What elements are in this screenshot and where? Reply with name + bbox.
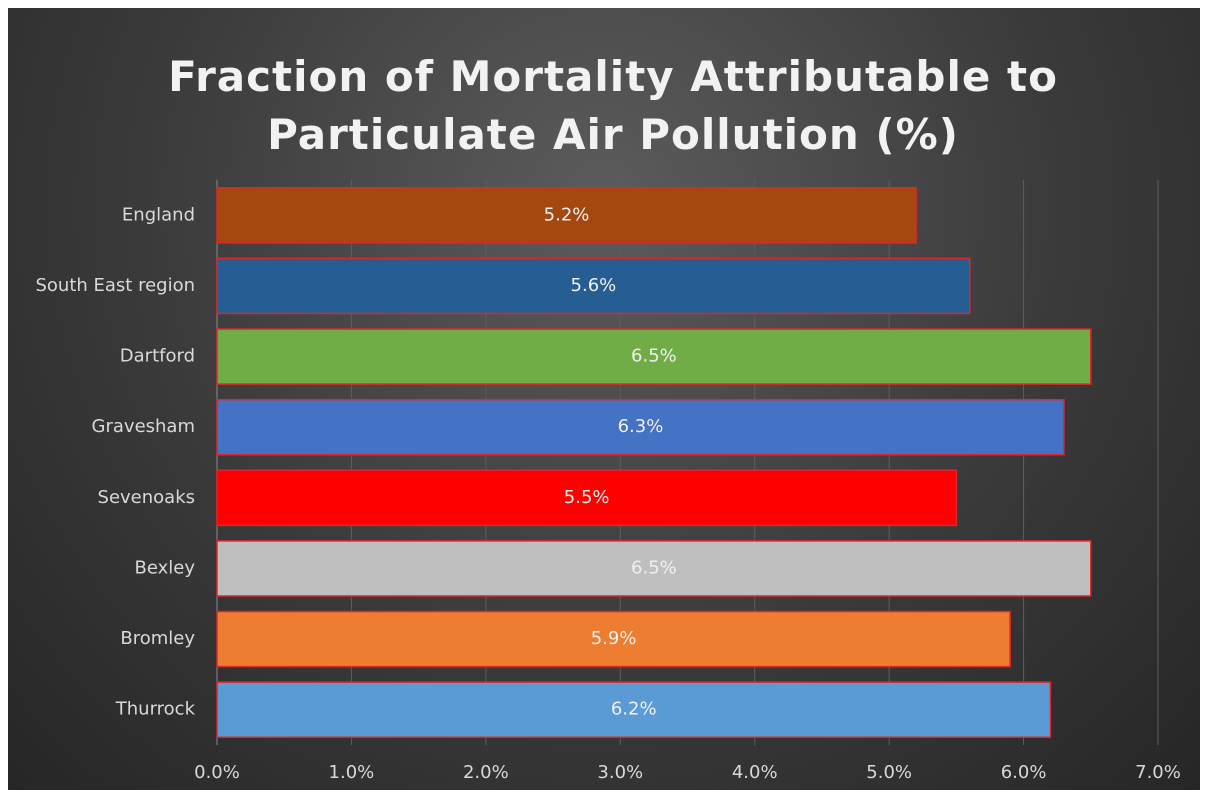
bar: [216, 398, 1065, 456]
y-tick-label: Bromley: [120, 628, 195, 649]
y-tick-label: South East region: [35, 275, 195, 296]
y-tick-label: Bexley: [135, 557, 196, 578]
bar: [216, 540, 1092, 597]
bar: [216, 469, 958, 527]
data-label: 6.2%: [611, 699, 657, 720]
bar: [216, 328, 1092, 385]
data-label: 5.6%: [571, 275, 617, 296]
bar: [216, 610, 1011, 668]
x-tick-label: 1.0%: [329, 762, 375, 783]
data-label: 5.5%: [564, 487, 610, 508]
data-label: 6.5%: [631, 346, 677, 367]
data-label: 6.5%: [631, 557, 677, 578]
chart-title: Fraction of Mortality Attributable to Pa…: [168, 52, 1058, 159]
x-tick-label: 2.0%: [463, 762, 509, 783]
data-label: 6.3%: [618, 416, 664, 437]
y-tick-label: Sevenoaks: [98, 487, 195, 508]
x-tick-label: 6.0%: [1001, 762, 1047, 783]
chart-area: Fraction of Mortality Attributable to Pa…: [8, 8, 1200, 790]
chart: 0.0% 1.0% 2.0% 3.0% 4.0% 5.0% 6.0% 7.0% England 5…: [35, 180, 1181, 783]
x-tick-label: 0.0%: [194, 762, 240, 783]
y-tick-label: Dartford: [120, 346, 195, 367]
x-tick-label: 7.0%: [1135, 762, 1181, 783]
bar: [216, 681, 1052, 738]
data-label: 5.9%: [591, 628, 637, 649]
y-tick-label: England: [122, 204, 195, 225]
y-tick-label: Gravesham: [92, 416, 195, 437]
x-tick-label: 3.0%: [597, 762, 643, 783]
x-tick-label: 5.0%: [866, 762, 912, 783]
bar: [216, 257, 971, 315]
data-label: 5.2%: [544, 204, 590, 225]
y-tick-label: Thurrock: [115, 699, 196, 720]
bar: [216, 187, 917, 244]
x-tick-label: 4.0%: [732, 762, 778, 783]
